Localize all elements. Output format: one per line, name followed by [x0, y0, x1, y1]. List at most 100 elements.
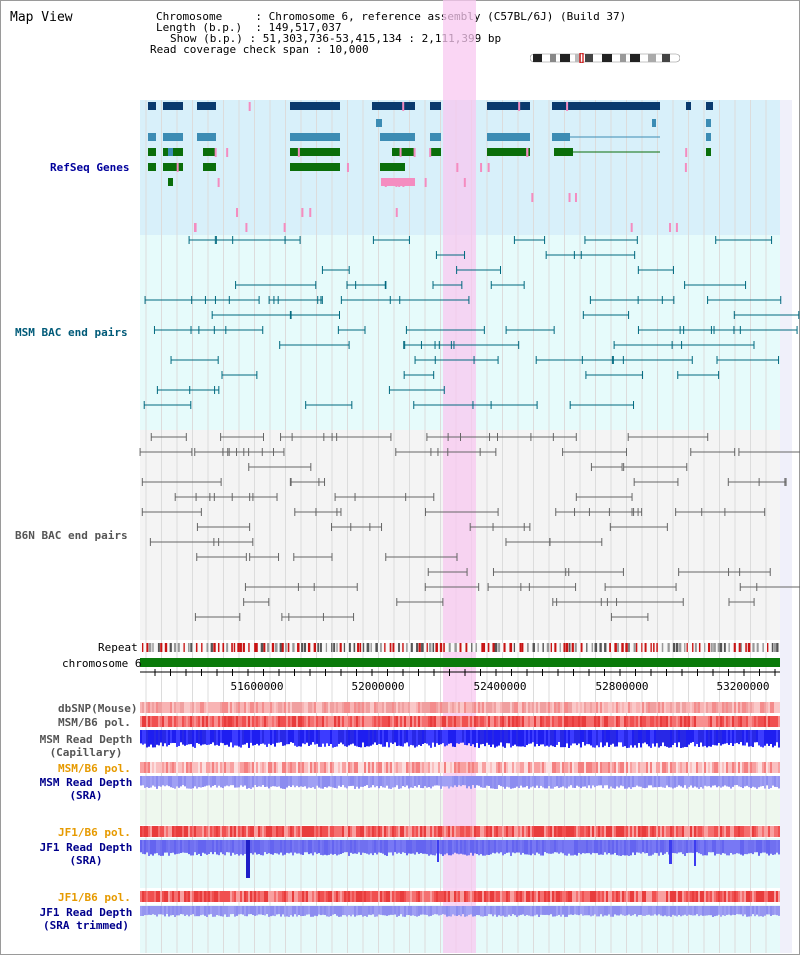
jf1-depth-trim-label[interactable]: JF1 Read Depth (SRA trimmed)	[36, 906, 136, 932]
repeat-mark	[336, 643, 338, 652]
jf1-pol2-cell	[650, 891, 652, 902]
dbsnp-cell	[358, 702, 360, 713]
msm-depth-cap-bar	[554, 730, 556, 747]
msm-pol1-cell	[498, 716, 500, 727]
msm-depth-cap-label[interactable]: MSM Read Depth (Capillary)	[36, 733, 136, 759]
msm-depth-cap-bar	[402, 730, 404, 747]
jf1-depth-trim-bar	[332, 906, 334, 915]
msm-pol2-cell	[716, 762, 718, 773]
repeat-mark	[190, 643, 193, 652]
jf1-pol1-cell	[676, 826, 678, 837]
msm-pol2-cell	[428, 762, 430, 773]
jf1-depth-sra-bar	[342, 840, 344, 854]
msm-pol2-cell	[234, 762, 236, 773]
jf1-pol2-cell	[688, 891, 690, 902]
dbsnp-cell	[686, 702, 688, 713]
msm-pol1-cell	[364, 716, 366, 727]
dbsnp-cell	[380, 702, 382, 713]
msm-pol1-cell	[450, 716, 452, 727]
msm-pol1-cell	[494, 716, 496, 727]
jf1-depth-sra-bar	[422, 840, 424, 854]
msm-depth-sra-bar	[358, 776, 360, 789]
msm-pol2-cell	[310, 762, 312, 773]
msm-depth-cap-bar	[226, 730, 228, 745]
msm-depth-cap-bar	[674, 730, 676, 743]
msm-depth-cap-bar	[284, 730, 286, 746]
jf1-pol1-cell	[652, 826, 654, 837]
jf1-pol1-cell	[214, 826, 216, 837]
jf1-depth-sra-bar	[290, 840, 292, 853]
msm-depth-cap-bar	[688, 730, 690, 745]
jf1-pol1-cell	[654, 826, 656, 837]
chromosome-ideogram[interactable]	[530, 53, 680, 63]
jf1-depth-trim-bar	[408, 906, 410, 916]
msm-pol1-label[interactable]: MSM/B6 pol.	[58, 716, 131, 729]
jf1-pol1-cell	[748, 826, 750, 837]
msm-pol2-label[interactable]: MSM/B6 pol.	[58, 762, 131, 775]
msm-depth-sra-bar	[340, 776, 342, 787]
msm-pol1-cell	[152, 716, 154, 727]
dbsnp-cell	[502, 702, 504, 713]
msm-depth-cap-bar	[442, 730, 444, 744]
dbsnp-cell	[310, 702, 312, 713]
repeat-mark	[483, 643, 486, 652]
msm-depth-sra-bar	[418, 776, 420, 786]
jf1-pol2-cell	[620, 891, 622, 902]
msm-pol1-cell	[406, 716, 408, 727]
msm-pol2-cell	[360, 762, 362, 773]
msm-bac-label[interactable]: MSM BAC end pairs	[15, 326, 128, 339]
msm-pol1-cell	[378, 716, 380, 727]
dbsnp-cell	[164, 702, 166, 713]
repeat-mark	[142, 643, 144, 652]
jf1-depth-trim-bar	[748, 906, 750, 917]
jf1-pol1-cell	[160, 826, 162, 837]
msm-depth-sra-bar	[224, 776, 226, 787]
jf1-pol1-cell	[448, 826, 450, 837]
jf1-pol1-cell	[772, 826, 774, 837]
dbsnp-cell	[294, 702, 296, 713]
jf1-depth-trim-bar	[360, 906, 362, 915]
jf1-pol1-cell	[736, 826, 738, 837]
dbsnp-cell	[536, 702, 538, 713]
jf1-pol1-label[interactable]: JF1/B6 pol.	[58, 826, 131, 839]
refseq-genes-label[interactable]: RefSeq Genes	[50, 161, 130, 174]
msm-depth-cap-bar	[396, 730, 398, 747]
jf1-pol1-cell	[244, 826, 246, 837]
dbsnp-cell	[410, 702, 412, 713]
jf1-depth-trim-bar	[640, 906, 642, 915]
msm-depth-sra-label[interactable]: MSM Read Depth (SRA)	[36, 776, 136, 802]
msm-pol1-cell	[154, 716, 156, 727]
jf1-pol1-cell	[598, 826, 600, 837]
msm-depth-sra-bar	[294, 776, 296, 788]
dbsnp-label[interactable]: dbSNP(Mouse)	[58, 702, 138, 715]
chromosome-bar[interactable]	[140, 658, 780, 667]
jf1-pol1-cell	[344, 826, 346, 837]
jf1-pol1-cell	[324, 826, 326, 837]
msm-depth-cap-bar	[602, 730, 604, 748]
highlight-region[interactable]	[443, 0, 476, 953]
msm-depth-cap-bar	[422, 730, 424, 744]
gene-row-4-exon	[148, 163, 156, 171]
msm-pol2-cell	[638, 762, 640, 773]
pink-mark	[456, 163, 459, 172]
msm-depth-sra-bar	[658, 776, 660, 787]
repeat-mark	[421, 643, 424, 652]
jf1-pol1-cell	[610, 826, 612, 837]
jf1-depth-sra-bar	[426, 840, 428, 855]
msm-pol2-cell	[252, 762, 254, 773]
msm-depth-cap-bar	[336, 730, 338, 747]
b6n-bac-label[interactable]: B6N BAC end pairs	[15, 529, 128, 542]
repeat-mark	[521, 643, 524, 652]
msm-pol1-cell	[666, 716, 668, 727]
msm-depth-sra-bar	[238, 776, 240, 788]
dbsnp-cell	[386, 702, 388, 713]
jf1-pol2-label[interactable]: JF1/B6 pol.	[58, 891, 131, 904]
jf1-pol1-cell	[690, 826, 692, 837]
repeat-mark	[752, 643, 755, 652]
jf1-depth-sra-bar	[388, 840, 390, 853]
dbsnp-cell	[638, 702, 640, 713]
repeat-mark	[546, 643, 550, 652]
jf1-depth-sra-label[interactable]: JF1 Read Depth (SRA)	[36, 841, 136, 867]
jf1-depth-trim-bar	[278, 906, 280, 915]
